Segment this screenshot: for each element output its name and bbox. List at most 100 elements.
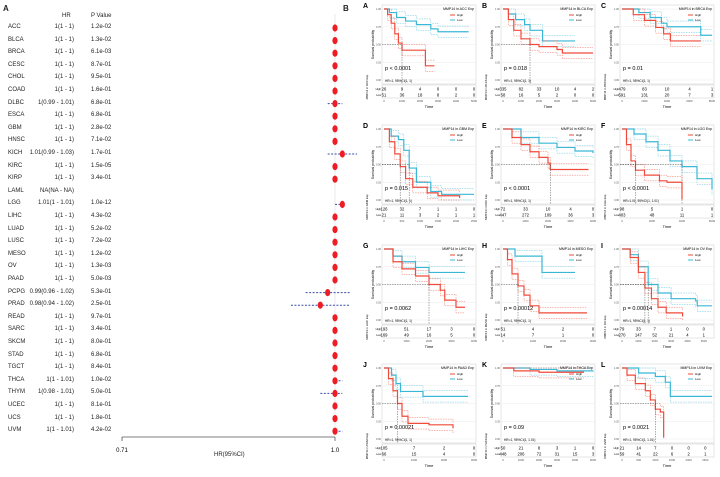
legend-title: MMP14 in GBM Exp [442, 127, 474, 131]
risk-row-label-high: High [614, 446, 620, 450]
hr-value: 1(1 - 1) [54, 250, 74, 257]
x-tick-label: 0 [502, 99, 504, 103]
hr-point [332, 163, 338, 171]
hr-label: HR=1, 95%CI(1, 1) [504, 319, 531, 323]
y-tick-label: 1.00 [495, 7, 501, 11]
hr-point [339, 200, 345, 208]
y-tick-label: 0.50 [614, 43, 620, 47]
risk-table-title: MMP14 in THCA Exp [484, 432, 488, 459]
risk-row-label-high: High [614, 327, 620, 331]
legend-high-label: High [457, 13, 464, 17]
p-value-label: p = 0.0062 [385, 306, 411, 312]
hr-point [332, 125, 338, 133]
p-value-label: p = 0.00014 [623, 306, 652, 312]
hr-point [332, 427, 338, 435]
x-tick-label: 0 [621, 458, 623, 462]
risk-count-low: 72 [537, 452, 542, 457]
high-ci-upper [622, 128, 683, 194]
risk-count-high: 0 [671, 446, 674, 451]
low-survival-curve [503, 367, 594, 372]
hr-value: NA(NA - NA) [39, 187, 74, 194]
risk-count-low: 3 [592, 452, 595, 457]
high-ci-upper [384, 248, 465, 302]
y-tick-label: 0.75 [376, 265, 382, 269]
risk-count-high: 10 [546, 207, 551, 212]
risk-row-label-low: Low [376, 93, 381, 97]
risk-row-label-low: Low [614, 93, 619, 97]
cancer-label: SARC [8, 326, 25, 333]
hr-label: HR=1, 95%CI(1, 1.01) [623, 438, 654, 442]
risk-count-low: 3 [711, 93, 714, 98]
hr-point [332, 37, 338, 45]
y-tick-label: 1.00 [376, 7, 382, 11]
risk-count-low: 2 [455, 93, 458, 98]
high-survival-curve [384, 248, 465, 308]
hr-point [332, 87, 338, 95]
km-panel-e: E 0.00 0.25 0.50 0.75 1.00 Survival probabilit… [482, 123, 597, 229]
hr-point [332, 415, 338, 423]
risk-count-low: 3 [419, 213, 422, 218]
hr-point [332, 62, 338, 70]
risk-table-title: MMP14 in MESO Exp [484, 313, 488, 341]
risk-count-high: 193 [381, 327, 389, 332]
x-axis-label: Time [425, 463, 435, 468]
high-survival-curve [384, 8, 435, 67]
low-survival-curve [503, 248, 575, 274]
p-value: 7.1e-02 [91, 137, 112, 144]
legend-high-label: High [695, 372, 702, 376]
risk-count-low: 591 [619, 93, 627, 98]
cancer-label: LGG [8, 200, 21, 207]
hr-point [332, 100, 338, 108]
risk-count-low: 58 [501, 93, 506, 98]
y-tick-label: 0.00 [614, 437, 620, 441]
risk-count-low: 5 [450, 333, 453, 338]
high-ci-upper [622, 248, 683, 311]
risk-count-low: 1 [711, 213, 714, 218]
cancer-label: TGCT [8, 364, 25, 371]
p-value: 8.4e-01 [91, 364, 112, 371]
risk-count-high: 1 [574, 446, 577, 451]
risk-count-low: 448 [500, 452, 508, 457]
x-tick-label: 3000 [448, 339, 455, 343]
x-tick-label: 500 [636, 458, 641, 462]
panel-letter: G [363, 243, 369, 250]
x-tick-label: 0.71 [116, 448, 128, 454]
km-panel-j: J 0.00 0.25 0.50 0.75 1.00 Survival probabilit… [363, 362, 478, 468]
x-axis-label: Time [663, 224, 673, 229]
hr-point [332, 326, 338, 334]
risk-count-high: 9 [401, 87, 404, 92]
risk-count-high: 32 [400, 207, 405, 212]
x-tick-label: 5000 [701, 339, 708, 343]
y-tick-label: 0.00 [376, 318, 382, 322]
risk-count-high: 3 [556, 446, 559, 451]
high-ci-lower [503, 248, 587, 319]
p-value: 4.2e-02 [91, 427, 112, 434]
risk-table-title: MMP14 in OV Exp [603, 315, 607, 338]
hr-value: 1(1 - 1) [54, 351, 74, 358]
risk-row-label-low: Low [495, 333, 500, 337]
high-ci-upper [503, 128, 589, 165]
high-ci-lower [622, 248, 683, 320]
risk-count-high: 0 [473, 327, 476, 332]
risk-row-label-high: High [614, 207, 620, 211]
p-value: 1.3e-03 [91, 263, 112, 270]
y-tick-label: 0.00 [495, 437, 501, 441]
hr-point [325, 289, 331, 297]
y-tick-label: 0.25 [614, 419, 620, 423]
cancer-label: UCEC [8, 402, 26, 408]
cancer-label: LUSC [8, 238, 25, 245]
cancer-label: COAD [8, 87, 26, 93]
y-axis-label: Survival probability [609, 270, 613, 300]
hr-value: 1(1 - 1) [54, 24, 74, 30]
risk-count-high: 1 [455, 207, 458, 212]
x-tick-label: 4000 [572, 458, 579, 462]
high-survival-curve [384, 128, 461, 198]
y-tick-label: 0.50 [376, 402, 382, 406]
hr-point [332, 339, 338, 347]
p-value: 5.0e-01 [91, 389, 112, 396]
risk-count-low: 1 [562, 333, 565, 338]
risk-count-high: 0 [437, 87, 440, 92]
risk-table [500, 84, 596, 99]
y-tick-label: 1.00 [614, 247, 620, 251]
risk-count-low: 36 [568, 213, 573, 218]
